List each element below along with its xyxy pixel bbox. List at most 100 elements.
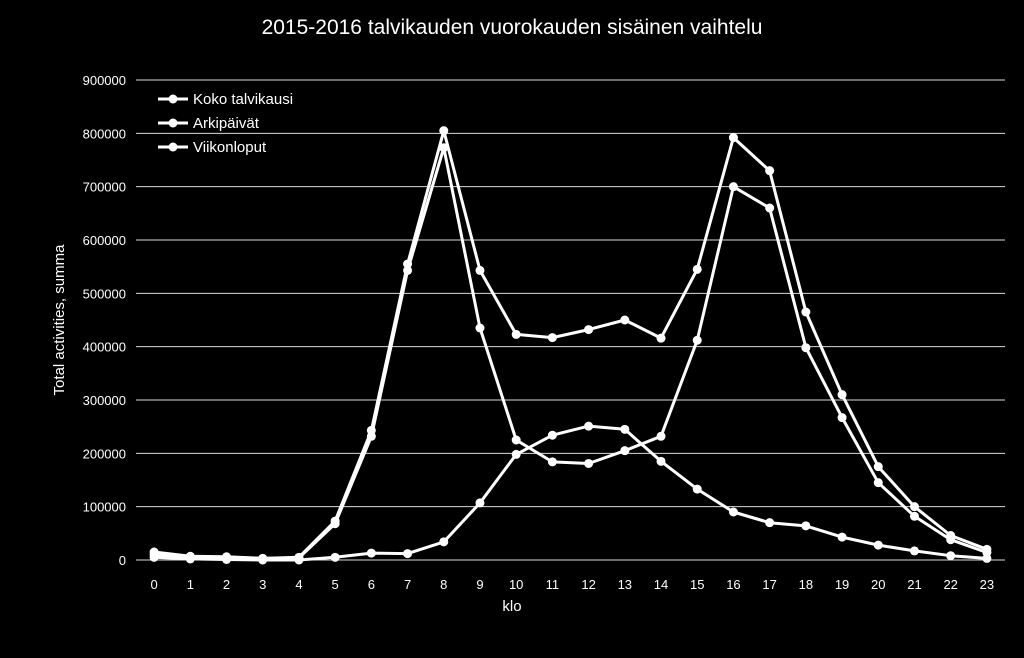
data-point [946, 551, 956, 561]
data-point [801, 343, 811, 353]
data-point [620, 424, 630, 434]
data-point [620, 446, 630, 456]
x-tick-label: 5 [332, 577, 339, 592]
data-point [584, 325, 594, 335]
data-point [547, 430, 557, 440]
data-point [909, 511, 919, 521]
x-tick-label: 10 [509, 577, 523, 592]
series-group [149, 126, 992, 565]
y-tick-label: 900000 [83, 73, 126, 88]
legend-marker [168, 118, 178, 128]
x-tick-label: 16 [726, 577, 740, 592]
data-point [801, 521, 811, 531]
data-point [837, 413, 847, 423]
legend-label: Viikonloput [193, 139, 267, 156]
data-point [330, 519, 340, 529]
legend-marker [168, 94, 178, 104]
data-point [366, 431, 376, 441]
data-point [765, 203, 775, 213]
data-point [511, 329, 521, 339]
data-point [728, 133, 738, 143]
x-tick-label: 21 [907, 577, 921, 592]
data-point [837, 390, 847, 400]
data-point [656, 431, 666, 441]
x-tick-label: 9 [476, 577, 483, 592]
data-point [475, 265, 485, 275]
data-point [873, 540, 883, 550]
x-tick-label: 12 [581, 577, 595, 592]
data-point [475, 498, 485, 508]
x-tick-label: 1 [187, 577, 194, 592]
legend-item: Koko talvikausi [158, 91, 293, 108]
data-point [294, 555, 304, 565]
x-tick-label: 18 [799, 577, 813, 592]
y-tick-label: 700000 [83, 180, 126, 195]
data-point [547, 457, 557, 467]
y-tick-label: 100000 [83, 500, 126, 515]
series-3 [149, 421, 992, 565]
x-tick-label: 14 [654, 577, 668, 592]
x-tick-label: 7 [404, 577, 411, 592]
data-point [656, 456, 666, 466]
x-tick-label: 23 [980, 577, 994, 592]
data-point [837, 532, 847, 542]
data-point [692, 484, 702, 494]
x-axis-label: klo [502, 598, 521, 615]
x-tick-label: 0 [150, 577, 157, 592]
data-point [873, 462, 883, 472]
data-point [692, 264, 702, 274]
data-point [475, 323, 485, 333]
x-tick-label: 6 [368, 577, 375, 592]
x-tick-label: 2 [223, 577, 230, 592]
data-point [728, 507, 738, 517]
legend-label: Arkipäivät [193, 115, 260, 132]
data-point [765, 166, 775, 176]
series-line [153, 146, 988, 560]
x-tick-label: 15 [690, 577, 704, 592]
x-axis-ticks: 0 1 2 3 4 5 6 7 8 9 10 11 12 13 14 15 16 17 18 19 20 21 22 23 [150, 577, 994, 592]
x-tick-label: 17 [762, 577, 776, 592]
legend-marker [168, 142, 178, 152]
x-tick-label: 19 [835, 577, 849, 592]
data-point [801, 307, 811, 317]
data-point [330, 552, 340, 562]
x-tick-label: 13 [618, 577, 632, 592]
data-point [439, 143, 449, 153]
data-point [403, 265, 413, 275]
x-tick-label: 4 [295, 577, 302, 592]
x-tick-label: 22 [943, 577, 957, 592]
chart-title: 2015-2016 talvikauden vuorokauden sisäin… [262, 16, 763, 39]
y-axis-ticks: 0 100000 200000 300000 400000 500000 600000 700… [83, 73, 126, 568]
data-point [584, 421, 594, 431]
legend-item: Viikonloput [158, 139, 267, 156]
data-point [511, 449, 521, 459]
data-point [185, 554, 195, 564]
y-tick-label: 400000 [83, 340, 126, 355]
legend-label: Koko talvikausi [193, 91, 293, 108]
data-point [620, 315, 630, 325]
y-tick-label: 200000 [83, 446, 126, 461]
legend: Koko talvikausi Arkipäivät Viikonloput [158, 91, 293, 156]
y-tick-label: 800000 [83, 126, 126, 141]
data-point [222, 554, 232, 564]
x-tick-label: 11 [546, 577, 560, 592]
data-point [909, 546, 919, 556]
data-point [946, 535, 956, 545]
x-tick-label: 3 [259, 577, 266, 592]
legend-item: Arkipäivät [158, 115, 260, 132]
data-point [584, 458, 594, 468]
data-point [909, 502, 919, 512]
data-point [366, 548, 376, 558]
series-line [154, 424, 988, 562]
data-point [873, 478, 883, 488]
data-point [982, 553, 992, 563]
x-tick-label: 20 [871, 577, 885, 592]
data-point [728, 182, 738, 192]
data-point [656, 333, 666, 343]
data-point [765, 518, 775, 528]
y-axis-label: Total activities, summa [51, 244, 68, 396]
y-tick-label: 0 [119, 553, 126, 568]
gridlines [136, 79, 1005, 561]
data-point [149, 552, 159, 562]
